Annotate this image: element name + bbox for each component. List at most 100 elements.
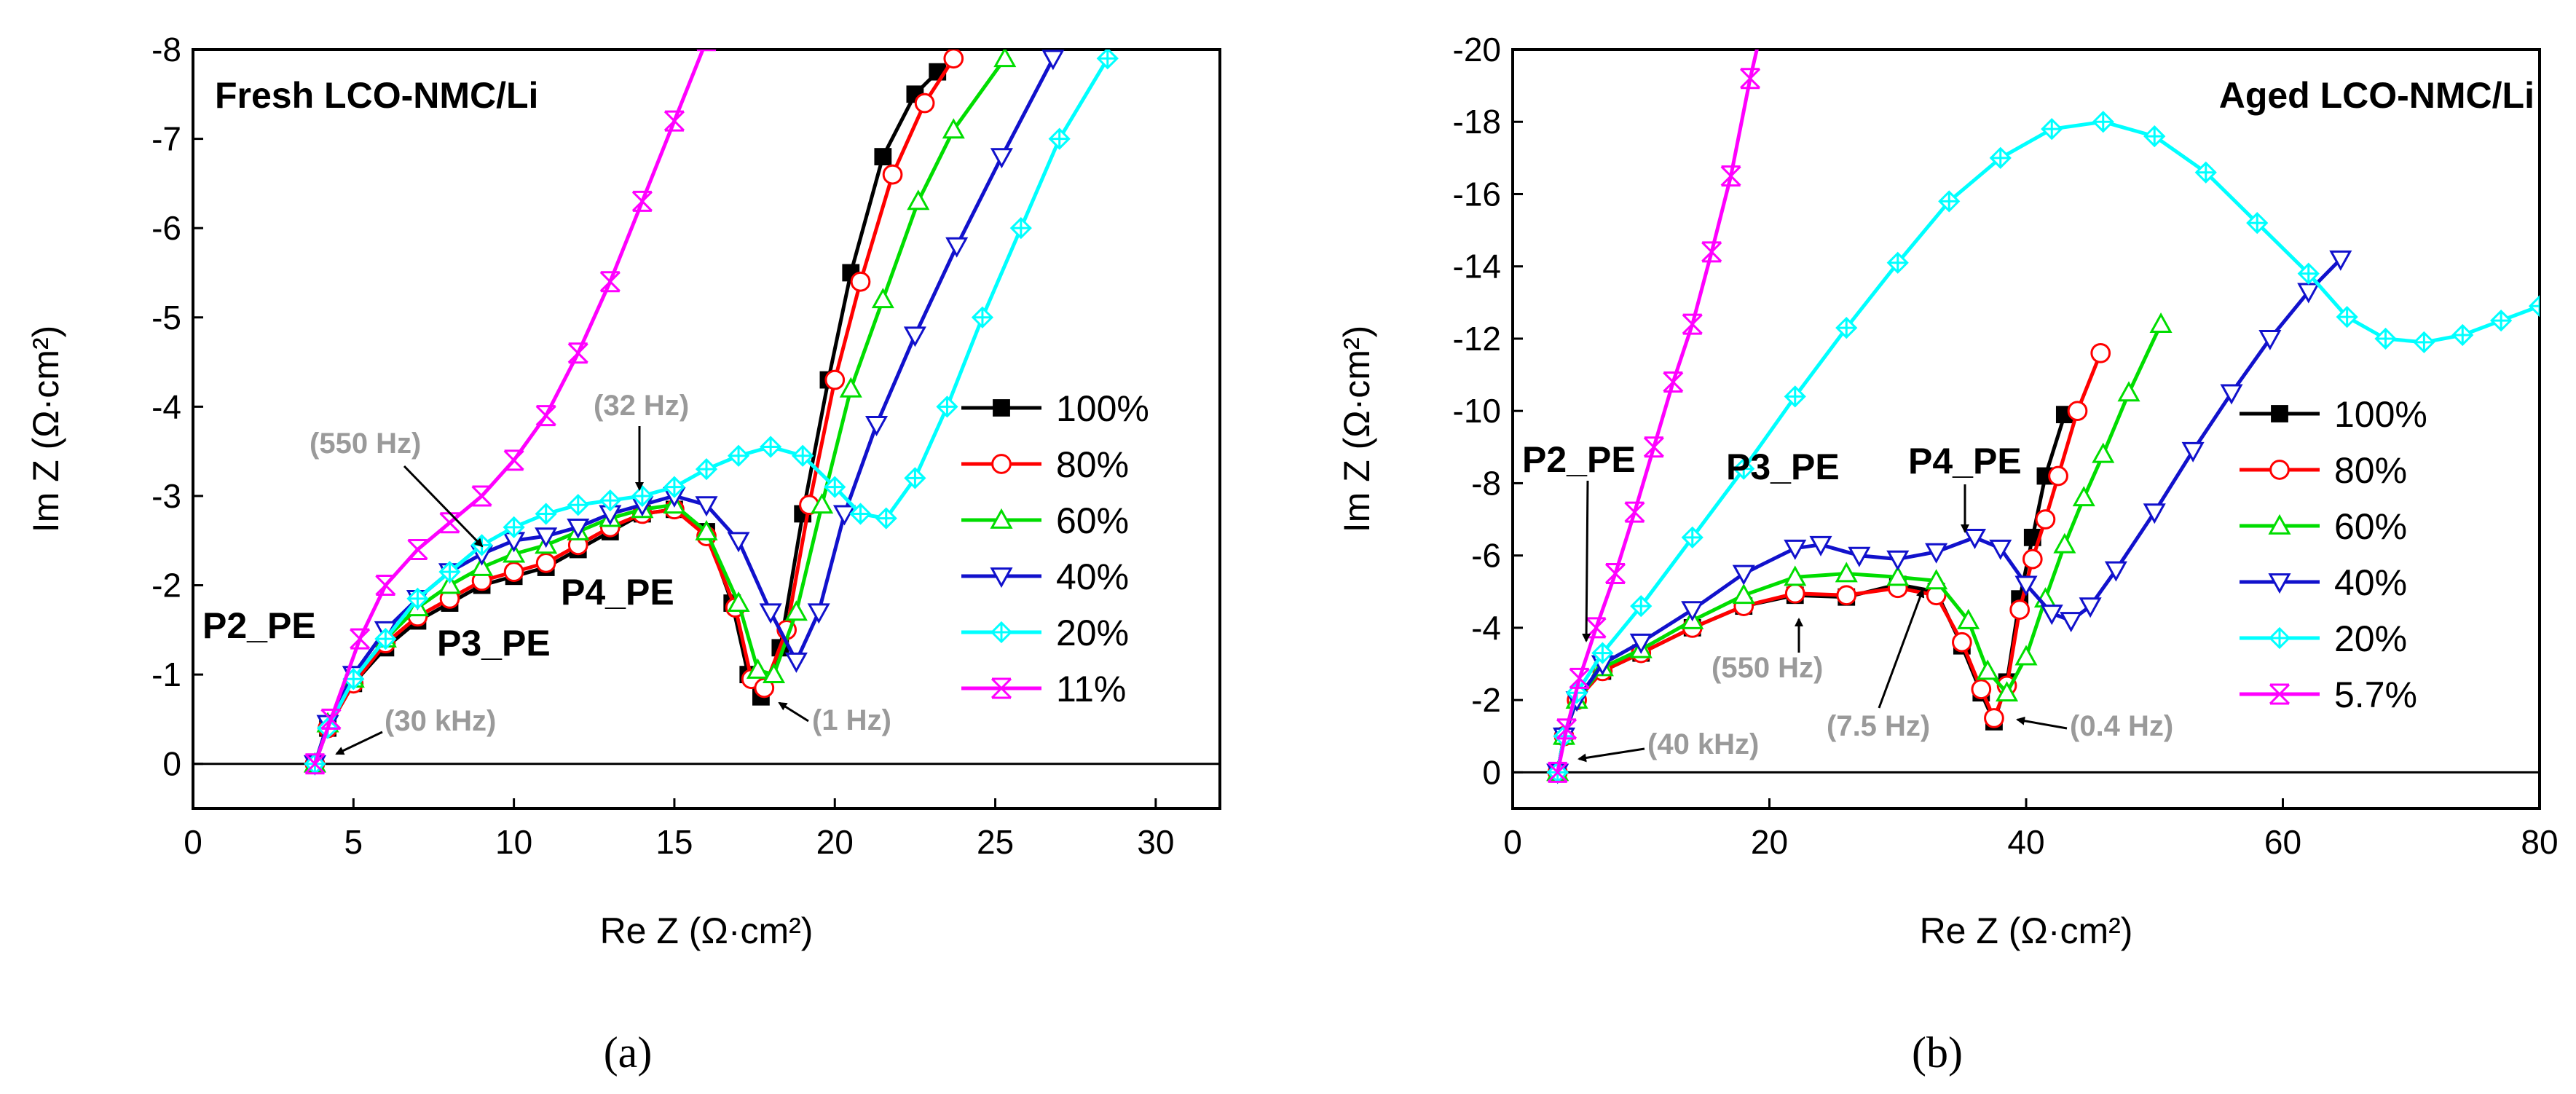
data-point-20 xyxy=(374,627,397,650)
data-point-60 xyxy=(470,555,494,576)
data-point-40 xyxy=(695,496,718,517)
data-point-20 xyxy=(2490,310,2513,332)
data-point-80 xyxy=(1952,631,1972,653)
data-point-60 xyxy=(2053,532,2076,554)
data-point-20 xyxy=(792,444,814,467)
y-tick-label: -10 xyxy=(1453,392,1501,430)
legend-marker-20 xyxy=(990,621,1013,644)
legend-marker-40 xyxy=(2268,573,2291,594)
data-point-80 xyxy=(914,93,935,114)
panel-b-freq-7-5hz: (7.5 Hz) xyxy=(1827,710,1930,742)
panel-a-peak-p4: P4_PE xyxy=(561,572,674,613)
data-point-40 xyxy=(567,518,590,539)
data-point-60 xyxy=(2014,645,2038,666)
data-point-40 xyxy=(2104,561,2127,582)
panel-b-peak-p3: P3_PE xyxy=(1726,446,1840,487)
legend-label-80: 80% xyxy=(1056,444,1129,485)
data-point-40 xyxy=(784,652,808,673)
data-point-60 xyxy=(907,189,930,210)
data-point-11 xyxy=(663,110,685,132)
data-point-20 xyxy=(406,587,429,610)
y-tick-label: -6 xyxy=(1471,537,1501,575)
x-tick-label: 5 xyxy=(344,823,363,861)
data-point-20 xyxy=(824,476,846,498)
data-point-80 xyxy=(2048,465,2068,487)
legend-marker-100 xyxy=(993,399,1010,417)
y-tick-label: -2 xyxy=(1471,681,1501,719)
data-point-60 xyxy=(695,519,718,540)
data-point-40 xyxy=(1886,550,1910,571)
data-point-20 xyxy=(2451,323,2474,347)
data-point-40 xyxy=(1989,539,2012,560)
data-point-60 xyxy=(727,591,750,612)
x-tick-label: 0 xyxy=(184,823,202,861)
data-point-11 xyxy=(439,512,460,534)
data-point-60 xyxy=(1996,681,2019,702)
legend-label-60: 60% xyxy=(1056,500,1129,541)
data-point-40 xyxy=(1041,50,1065,71)
panel-a-y-axis-title: Im Z (Ω·cm²) xyxy=(25,326,66,533)
panel-b-peak-p2: P2_PE xyxy=(1522,439,1636,480)
data-point-20 xyxy=(1938,190,1961,213)
legend-label-100: 100% xyxy=(2334,394,2427,435)
data-point-20 xyxy=(1096,50,1119,70)
panel-b-title: Aged LCO-NMC/Li xyxy=(2219,75,2534,116)
panel-b-freq-40khz: (40 kHz) xyxy=(1647,728,1759,760)
x-tick-label: 20 xyxy=(1751,823,1788,861)
legend-marker-80 xyxy=(991,454,1012,474)
data-point-20 xyxy=(438,561,461,583)
x-tick-label: 60 xyxy=(2264,823,2301,861)
data-point-11 xyxy=(599,271,621,293)
legend-marker-5-7 xyxy=(2269,683,2291,705)
panel-a-legend: 100% 80% 60% 40% 20% 11% xyxy=(961,388,1149,709)
data-point-20 xyxy=(1886,251,1909,274)
data-point-20 xyxy=(2194,161,2217,184)
y-tick-label: -8 xyxy=(1471,464,1501,502)
data-point-20 xyxy=(971,306,994,328)
data-point-20 xyxy=(1784,385,1806,408)
y-tick-label: -20 xyxy=(1453,31,1501,68)
data-point-11 xyxy=(407,538,428,560)
legend-marker-11 xyxy=(990,677,1012,699)
data-point-20 xyxy=(2246,212,2269,235)
legend-label-20: 20% xyxy=(2334,618,2407,659)
data-point-20 xyxy=(760,436,782,458)
panel-b-freq-0-4hz: (0.4 Hz) xyxy=(2070,710,2173,742)
data-point-40 xyxy=(1963,528,1987,549)
panel-a-freq-30khz-arrow xyxy=(335,731,383,755)
data-point-100 xyxy=(874,148,892,166)
y-tick-label: -7 xyxy=(151,120,181,158)
panel-a-peak-p2: P2_PE xyxy=(202,605,316,646)
data-point-5-7 xyxy=(1556,718,1577,740)
data-point-60 xyxy=(942,118,965,139)
data-point-40 xyxy=(1925,543,1948,564)
data-point-40 xyxy=(2258,330,2282,351)
data-point-60 xyxy=(839,377,862,398)
data-point-60 xyxy=(784,600,808,621)
data-point-20 xyxy=(695,458,718,481)
panel-a-freq-1hz-arrow xyxy=(778,701,809,723)
panel-a-freq-550hz: (550 Hz) xyxy=(310,428,421,460)
panel-b-ticks: 0 20 40 60 80 0 -2 -4 -6 -8 -10 -12 -14 -16 -18 -20 xyxy=(1453,31,2559,861)
data-point-20 xyxy=(2528,295,2540,318)
data-point-80 xyxy=(1971,679,1992,700)
data-point-20 xyxy=(1591,642,1614,664)
data-point-80 xyxy=(2035,509,2056,530)
data-point-11 xyxy=(471,485,492,507)
panel-a-freq-550hz-arrow xyxy=(403,465,484,548)
panel-b-freq-40khz-arrow xyxy=(1577,747,1645,763)
data-point-40 xyxy=(1809,535,1832,556)
data-point-40 xyxy=(727,532,750,553)
data-point-40 xyxy=(945,237,969,258)
data-point-5-7 xyxy=(1569,667,1590,689)
data-point-5-7 xyxy=(1663,371,1684,393)
data-point-20 xyxy=(2374,327,2397,350)
data-point-11 xyxy=(503,449,524,471)
data-point-40 xyxy=(1732,564,1755,586)
panel-b-y-axis-title: Im Z (Ω·cm²) xyxy=(1336,326,1377,533)
data-point-20 xyxy=(2092,111,2114,133)
data-point-60 xyxy=(2149,312,2173,334)
data-point-80 xyxy=(850,271,871,292)
data-point-20 xyxy=(875,507,897,530)
data-point-60 xyxy=(1732,583,1755,605)
